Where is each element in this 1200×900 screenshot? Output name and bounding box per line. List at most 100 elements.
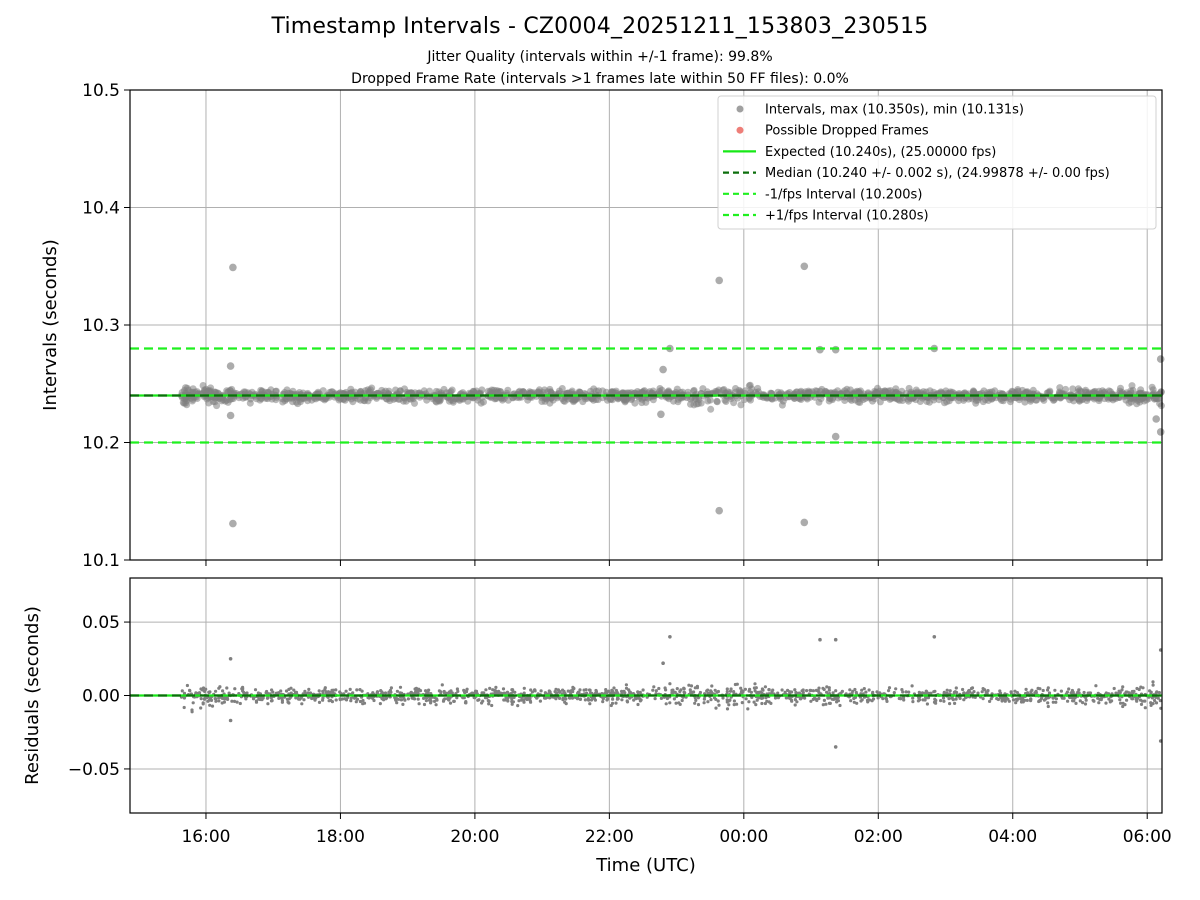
residuals-point: [969, 686, 974, 691]
residuals-point: [1078, 699, 1082, 703]
residuals-point: [506, 699, 510, 703]
residuals-point: [300, 702, 304, 706]
residuals-point: [265, 696, 270, 700]
intervals-outlier-point: [816, 345, 824, 354]
residuals-point: [253, 688, 258, 692]
residuals-point: [721, 696, 725, 700]
intervals-point: [520, 388, 527, 396]
residuals-point: [827, 688, 831, 692]
residuals-point: [230, 699, 234, 703]
intervals-point: [490, 386, 498, 394]
chart-title: Timestamp Intervals - CZ0004_20251211_15…: [271, 14, 929, 39]
intervals-point: [713, 397, 721, 405]
residuals-point: [520, 698, 524, 702]
residuals-point: [805, 689, 809, 693]
residuals-point: [312, 697, 317, 701]
residuals-point: [1014, 701, 1018, 705]
residuals-point: [616, 697, 620, 701]
residuals-point: [522, 686, 526, 690]
residuals-point: [422, 696, 426, 701]
residuals-point: [1141, 686, 1145, 690]
residuals-point: [1051, 696, 1055, 700]
residuals-point: [1104, 701, 1108, 705]
intervals-point: [256, 396, 264, 404]
residuals-point: [180, 689, 184, 693]
intervals-point: [690, 401, 698, 409]
residuals-point: [887, 689, 891, 693]
residuals-point: [317, 689, 321, 693]
intervals-point: [642, 398, 650, 406]
residuals-point: [387, 691, 391, 695]
residuals-point: [641, 688, 645, 692]
intervals-point: [287, 390, 295, 398]
residuals-point: [817, 686, 821, 690]
residuals-point: [827, 701, 832, 705]
residuals-ytick-label: 0.00: [82, 687, 120, 707]
residuals-point: [632, 698, 636, 702]
residuals-point: [1067, 687, 1071, 691]
residuals-point: [1121, 685, 1125, 689]
intervals-points: [177, 262, 1165, 528]
residuals-point: [448, 690, 452, 694]
residuals-point: [735, 702, 739, 706]
residuals-point: [767, 688, 771, 692]
residuals-point: [795, 700, 799, 704]
intervals-outlier-point: [831, 432, 840, 441]
intervals-outlier-point: [659, 365, 667, 374]
intervals-point: [679, 388, 686, 396]
intervals-point: [258, 388, 266, 396]
residuals-point: [271, 690, 275, 694]
residuals-point: [729, 687, 733, 691]
residuals-point: [732, 690, 736, 694]
residuals-point: [284, 689, 289, 693]
intervals-point: [737, 388, 744, 395]
residuals-point: [967, 688, 971, 693]
residuals-point: [867, 688, 871, 692]
residuals-point: [381, 691, 385, 695]
residuals-point: [588, 688, 592, 692]
residuals-point: [1066, 699, 1070, 703]
residuals-point: [942, 699, 946, 703]
residuals-point: [671, 688, 675, 692]
residuals-point: [839, 691, 843, 695]
residuals-point: [732, 703, 736, 707]
residuals-point: [696, 696, 701, 700]
residuals-outlier-point: [932, 635, 937, 639]
legend-entry: -1/fps Interval (10.200s): [765, 187, 922, 202]
residuals-point: [664, 702, 668, 706]
residuals-point: [422, 702, 427, 707]
residuals-point: [393, 695, 397, 700]
residuals-panel: −0.05 0.00 0.05 Residuals (seconds): [22, 577, 1163, 819]
xtick-label: 20:00: [450, 827, 499, 847]
residuals-point: [1054, 700, 1058, 704]
residuals-point: [1158, 699, 1162, 703]
legend: Intervals, max (10.350s), min (10.131s) P…: [717, 95, 1157, 230]
residuals-point: [917, 696, 921, 700]
residuals-point: [522, 700, 526, 704]
residuals-point: [892, 691, 896, 695]
intervals-point: [768, 395, 776, 403]
residuals-point: [1025, 698, 1029, 703]
residuals-point: [1121, 704, 1125, 709]
intervals-point: [224, 388, 232, 396]
residuals-point: [264, 691, 268, 695]
residuals-point: [926, 691, 931, 695]
residuals-point: [1059, 689, 1063, 693]
residuals-point: [310, 696, 314, 701]
residuals-point: [942, 690, 946, 695]
residuals-point: [923, 698, 927, 702]
residuals-point: [1051, 700, 1055, 704]
residuals-point: [433, 699, 437, 704]
residuals-point: [1034, 691, 1038, 695]
residuals-point: [790, 699, 794, 703]
residuals-point: [862, 687, 866, 691]
residuals-point: [682, 687, 686, 691]
intervals-point: [207, 384, 215, 392]
residuals-point: [287, 687, 291, 692]
residuals-point: [635, 696, 639, 700]
residuals-point: [452, 699, 456, 704]
residuals-point: [343, 697, 347, 701]
intervals-point: [407, 395, 415, 403]
residuals-point: [939, 699, 943, 703]
intervals-outlier-point: [831, 345, 840, 354]
